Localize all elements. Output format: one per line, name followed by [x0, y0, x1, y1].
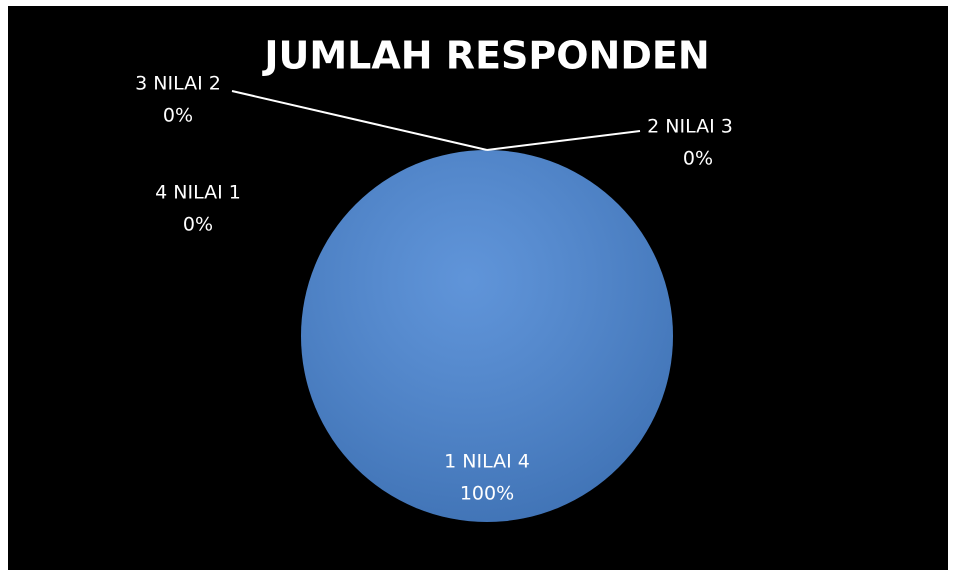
- category-label: 1 NILAI 4: [444, 451, 530, 473]
- data-labels: 1 NILAI 4 100% 2 NILAI 3 0% 3 NILAI 2 0% 4 NIL…: [135, 73, 733, 505]
- category-label: 3 NILAI 2: [135, 73, 221, 95]
- value-label: 100%: [460, 483, 514, 505]
- chart-title: JUMLAH RESPONDEN: [261, 34, 709, 78]
- value-label: 0%: [163, 105, 193, 127]
- category-label: 4 NILAI 1: [155, 182, 241, 204]
- value-label: 0%: [683, 148, 713, 170]
- category-label: 2 NILAI 3: [647, 116, 733, 138]
- value-label: 0%: [183, 214, 213, 236]
- leader-line: [486, 130, 641, 151]
- leader-line: [231, 90, 488, 151]
